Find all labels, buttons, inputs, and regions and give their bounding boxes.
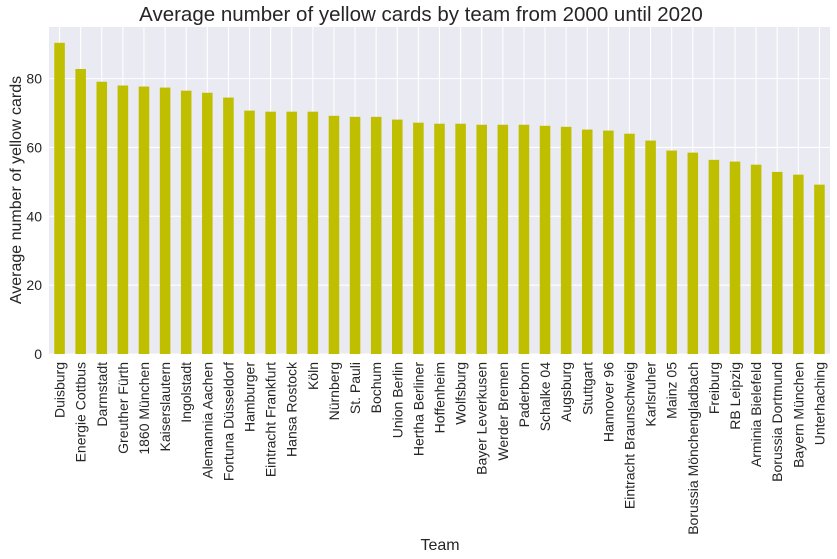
bar [729, 161, 741, 354]
bar [455, 123, 466, 354]
x-tick-label: Borussia Mönchengladbach [685, 362, 701, 535]
x-tick-label: Eintracht Braunschweig [621, 362, 637, 509]
bar [307, 111, 319, 355]
x-tick-label: Hertha Berliner [410, 362, 426, 456]
y-axis-label: Average number of yellow cards [8, 76, 25, 304]
bar [750, 164, 762, 354]
bar [581, 129, 593, 354]
bar [223, 97, 234, 354]
x-tick-label: Union Berlin [389, 362, 405, 438]
x-tick-label: Alemannia Aachen [199, 362, 215, 479]
x-tick-label: Eintracht Frankfurt [263, 362, 279, 477]
x-tick-label: Hannover 96 [600, 362, 616, 442]
bar [202, 92, 213, 355]
bar [497, 124, 509, 354]
x-tick-label: St. Pauli [347, 362, 363, 414]
x-tick-label: Karlsruher [643, 362, 659, 427]
x-tick-label: Unterhaching [811, 362, 827, 445]
y-tick-label: 0 [34, 346, 42, 362]
x-tick-label: 1860 München [136, 362, 152, 455]
y-tick-labels: 0 20 40 60 80 [26, 71, 42, 362]
x-axis-label: Team [420, 537, 459, 554]
x-tick-label: Schalke 04 [537, 362, 553, 431]
x-tick-label: Bayer Leverkusen [474, 362, 490, 475]
x-tick-label: Greuther Fürth [115, 362, 131, 454]
chart-title: Average number of yellow cards by team f… [139, 3, 703, 26]
bar [518, 124, 530, 354]
x-tick-label: Arminia Bielefeld [748, 362, 764, 467]
x-tick-label: Hamburger [242, 362, 258, 432]
x-tick-label: Energie Cottbus [73, 362, 89, 462]
x-tick-label: Stuttgart [579, 362, 595, 415]
y-tick-label: 60 [26, 139, 42, 155]
x-tick-label: Ingolstadt [178, 362, 194, 423]
bar [328, 115, 340, 355]
x-tick-label: Bayern München [790, 362, 806, 468]
x-tick-label: Nürnberg [326, 362, 342, 420]
y-tick-label: 40 [26, 208, 42, 224]
x-tick-label: Augsburg [558, 362, 574, 422]
bar [265, 111, 276, 355]
x-tick-label: Darmstadt [94, 362, 110, 427]
x-tick-label: Werder Bremen [495, 362, 511, 461]
x-tick-label: Hansa Rostock [284, 361, 300, 457]
x-tick-label: Hoffenheim [432, 362, 448, 433]
bar [138, 86, 150, 354]
x-tick-label: Freiburg [706, 362, 722, 414]
y-tick-label: 20 [26, 277, 42, 293]
bar [645, 140, 656, 354]
bar [286, 111, 298, 355]
x-tick-label: Kaiserslautern [157, 362, 173, 452]
bar [117, 85, 129, 354]
x-tick-label: Borussia Dortmund [769, 362, 785, 482]
bar [159, 87, 171, 354]
x-tick-label: Duisburg [52, 362, 68, 418]
x-tick-label: Mainz 05 [664, 362, 680, 419]
x-tick-label: Bochum [368, 362, 384, 413]
x-tick-labels: Duisburg Energie Cottbus Darmstadt Greuther… [52, 361, 828, 535]
x-tick-label: Paderborn [516, 362, 532, 427]
y-tick-label: 80 [26, 71, 42, 87]
bar [708, 159, 720, 354]
bar [244, 110, 255, 354]
x-tick-label: Köln [305, 362, 321, 390]
x-tick-label: RB Leipzig [727, 362, 743, 430]
bar [666, 150, 677, 354]
bar [624, 133, 635, 354]
bar [96, 81, 108, 354]
bar [560, 126, 572, 355]
x-tick-label: Fortuna Düsseldorf [220, 362, 236, 481]
bar [54, 42, 65, 355]
bar [603, 130, 614, 354]
bar [75, 68, 86, 354]
bar [434, 123, 445, 354]
bar [793, 174, 804, 354]
bar [476, 124, 487, 354]
x-tick-label: Wolfsburg [453, 362, 469, 425]
bar [180, 90, 192, 354]
bar [539, 125, 551, 354]
bar [349, 116, 361, 354]
bars [54, 42, 825, 355]
bar [687, 152, 699, 354]
bar [771, 171, 783, 354]
bar [370, 116, 382, 354]
bar [814, 184, 825, 354]
bar [392, 119, 403, 355]
bar [413, 122, 424, 355]
